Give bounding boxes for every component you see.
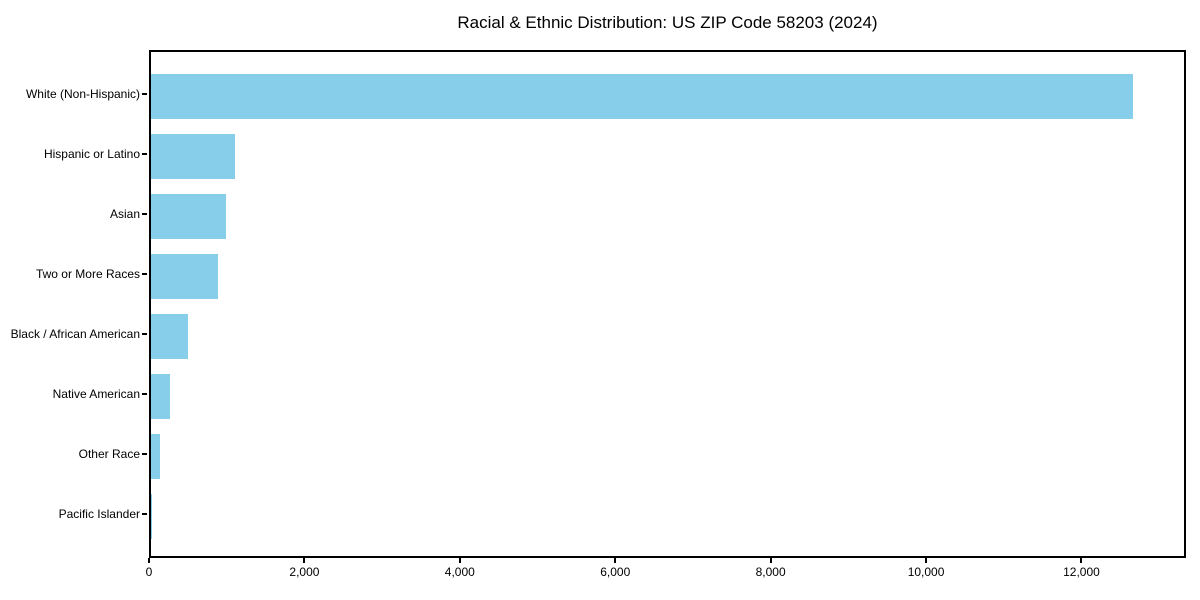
y-tick-label-asian: Asian bbox=[109, 207, 140, 221]
x-tick-mark bbox=[925, 558, 928, 563]
x-tick-mark bbox=[1080, 558, 1083, 563]
bar-native-american bbox=[151, 373, 170, 419]
y-tick-label-native-american: Native American bbox=[52, 387, 140, 401]
x-tick-mark bbox=[458, 558, 461, 563]
plot-area bbox=[149, 50, 1186, 558]
x-tick-label-10000: 10,000 bbox=[907, 565, 945, 579]
x-tick-label-4000: 4,000 bbox=[444, 565, 475, 579]
x-tick-mark bbox=[614, 558, 617, 563]
y-tick-label-white-non-hispanic: White (Non-Hispanic) bbox=[25, 87, 140, 101]
y-tick-mark bbox=[142, 513, 147, 515]
bar-white-non-hispanic bbox=[151, 73, 1134, 119]
chart-title: Racial & Ethnic Distribution: US ZIP Cod… bbox=[457, 13, 878, 32]
x-tick-label-12000: 12,000 bbox=[1063, 565, 1100, 579]
x-tick-mark bbox=[148, 558, 150, 563]
x-tick-label-0: 0 bbox=[145, 565, 153, 579]
bar-two-or-more-races bbox=[151, 253, 218, 299]
y-tick-mark bbox=[142, 273, 147, 275]
x-tick-mark bbox=[303, 558, 306, 563]
x-tick-label-6000: 6,000 bbox=[600, 565, 631, 579]
y-tick-label-hispanic-or-latino: Hispanic or Latino bbox=[43, 147, 140, 161]
y-tick-label-two-or-more-races: Two or More Races bbox=[35, 267, 140, 281]
y-tick-label-black-african-american: Black / African American bbox=[10, 327, 140, 341]
x-tick-label-8000: 8,000 bbox=[755, 565, 786, 579]
y-tick-mark bbox=[142, 453, 147, 455]
bar-black-african-american bbox=[151, 313, 188, 359]
bar-pacific-islander bbox=[151, 493, 152, 539]
y-tick-mark bbox=[142, 153, 147, 155]
y-tick-mark bbox=[142, 93, 147, 95]
y-tick-mark bbox=[142, 333, 147, 335]
x-tick-mark bbox=[769, 558, 772, 563]
y-tick-mark bbox=[142, 393, 147, 395]
x-tick-label-2000: 2,000 bbox=[289, 565, 320, 579]
y-tick-mark bbox=[142, 213, 147, 215]
bar-asian bbox=[151, 193, 227, 239]
y-tick-label-other-race: Other Race bbox=[78, 447, 140, 461]
bar-hispanic-or-latino bbox=[151, 133, 236, 179]
bar-other-race bbox=[151, 433, 161, 479]
y-tick-label-pacific-islander: Pacific Islander bbox=[58, 507, 140, 521]
